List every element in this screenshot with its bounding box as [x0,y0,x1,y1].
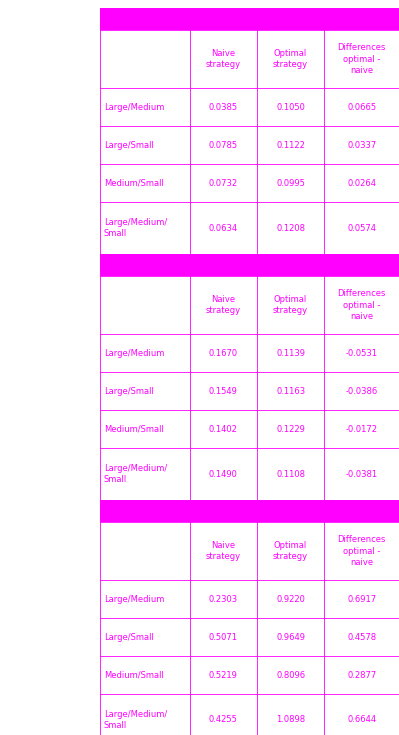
Text: 0.0574: 0.0574 [347,223,376,232]
Text: 0.1402: 0.1402 [209,425,238,434]
Text: Large/Medium: Large/Medium [104,348,164,357]
Text: Medium/Small: Medium/Small [104,670,164,679]
Text: 0.2877: 0.2877 [347,670,376,679]
Text: Differences
optimal -
naive: Differences optimal - naive [338,535,386,567]
Text: 0.1050: 0.1050 [276,102,305,112]
Text: 0.5219: 0.5219 [209,670,238,679]
Text: 0.6644: 0.6644 [347,715,376,725]
Text: Large/Medium/
Small: Large/Medium/ Small [104,464,167,484]
Text: Optimal
strategy: Optimal strategy [273,295,308,315]
Text: 0.0665: 0.0665 [347,102,376,112]
Text: 0.1163: 0.1163 [276,387,305,395]
Text: Large/Small: Large/Small [104,633,154,642]
Text: 0.5071: 0.5071 [209,633,238,642]
Text: 0.4578: 0.4578 [347,633,376,642]
Text: 0.1670: 0.1670 [209,348,238,357]
Text: Differences
optimal -
naive: Differences optimal - naive [338,290,386,320]
Text: Naive
strategy: Naive strategy [206,541,241,561]
Text: 0.1208: 0.1208 [276,223,305,232]
Text: 0.1549: 0.1549 [209,387,238,395]
Text: 0.0634: 0.0634 [209,223,238,232]
Text: -0.0381: -0.0381 [346,470,378,478]
Bar [100,8,399,30]
Text: -0.0172: -0.0172 [346,425,377,434]
Text: 1.0898: 1.0898 [276,715,305,725]
Text: 0.0732: 0.0732 [209,179,238,187]
Text: Large/Medium: Large/Medium [104,102,164,112]
Text: Optimal
strategy: Optimal strategy [273,541,308,561]
Text: 0.6917: 0.6917 [347,595,376,603]
Text: -0.0531: -0.0531 [346,348,377,357]
Text: 0.2303: 0.2303 [209,595,238,603]
Text: Naive
strategy: Naive strategy [206,295,241,315]
Text: 0.0385: 0.0385 [209,102,238,112]
Text: Large/Medium/
Small: Large/Medium/ Small [104,218,167,238]
Text: Differences
optimal -
naive: Differences optimal - naive [338,43,386,74]
Text: 0.0785: 0.0785 [209,140,238,149]
Text: Naive
strategy: Naive strategy [206,49,241,69]
Text: 0.0995: 0.0995 [276,179,305,187]
Text: 0.1139: 0.1139 [276,348,305,357]
Text: -0.0386: -0.0386 [346,387,378,395]
Text: 0.9220: 0.9220 [276,595,305,603]
Text: 0.1229: 0.1229 [276,425,305,434]
Text: Large/Medium: Large/Medium [104,595,164,603]
Text: 0.1108: 0.1108 [276,470,305,478]
Text: Large/Small: Large/Small [104,387,154,395]
Bar [100,500,399,522]
Text: 0.1490: 0.1490 [209,470,238,478]
Text: Medium/Small: Medium/Small [104,179,164,187]
Text: Large/Medium/
Small: Large/Medium/ Small [104,710,167,730]
Text: 0.0337: 0.0337 [347,140,376,149]
Text: Optimal
strategy: Optimal strategy [273,49,308,69]
Bar [100,254,399,276]
Text: 0.0264: 0.0264 [347,179,376,187]
Text: 0.9649: 0.9649 [276,633,305,642]
Text: Medium/Small: Medium/Small [104,425,164,434]
Text: Large/Small: Large/Small [104,140,154,149]
Text: 0.4255: 0.4255 [209,715,238,725]
Text: 0.8096: 0.8096 [276,670,305,679]
Text: 0.1122: 0.1122 [276,140,305,149]
